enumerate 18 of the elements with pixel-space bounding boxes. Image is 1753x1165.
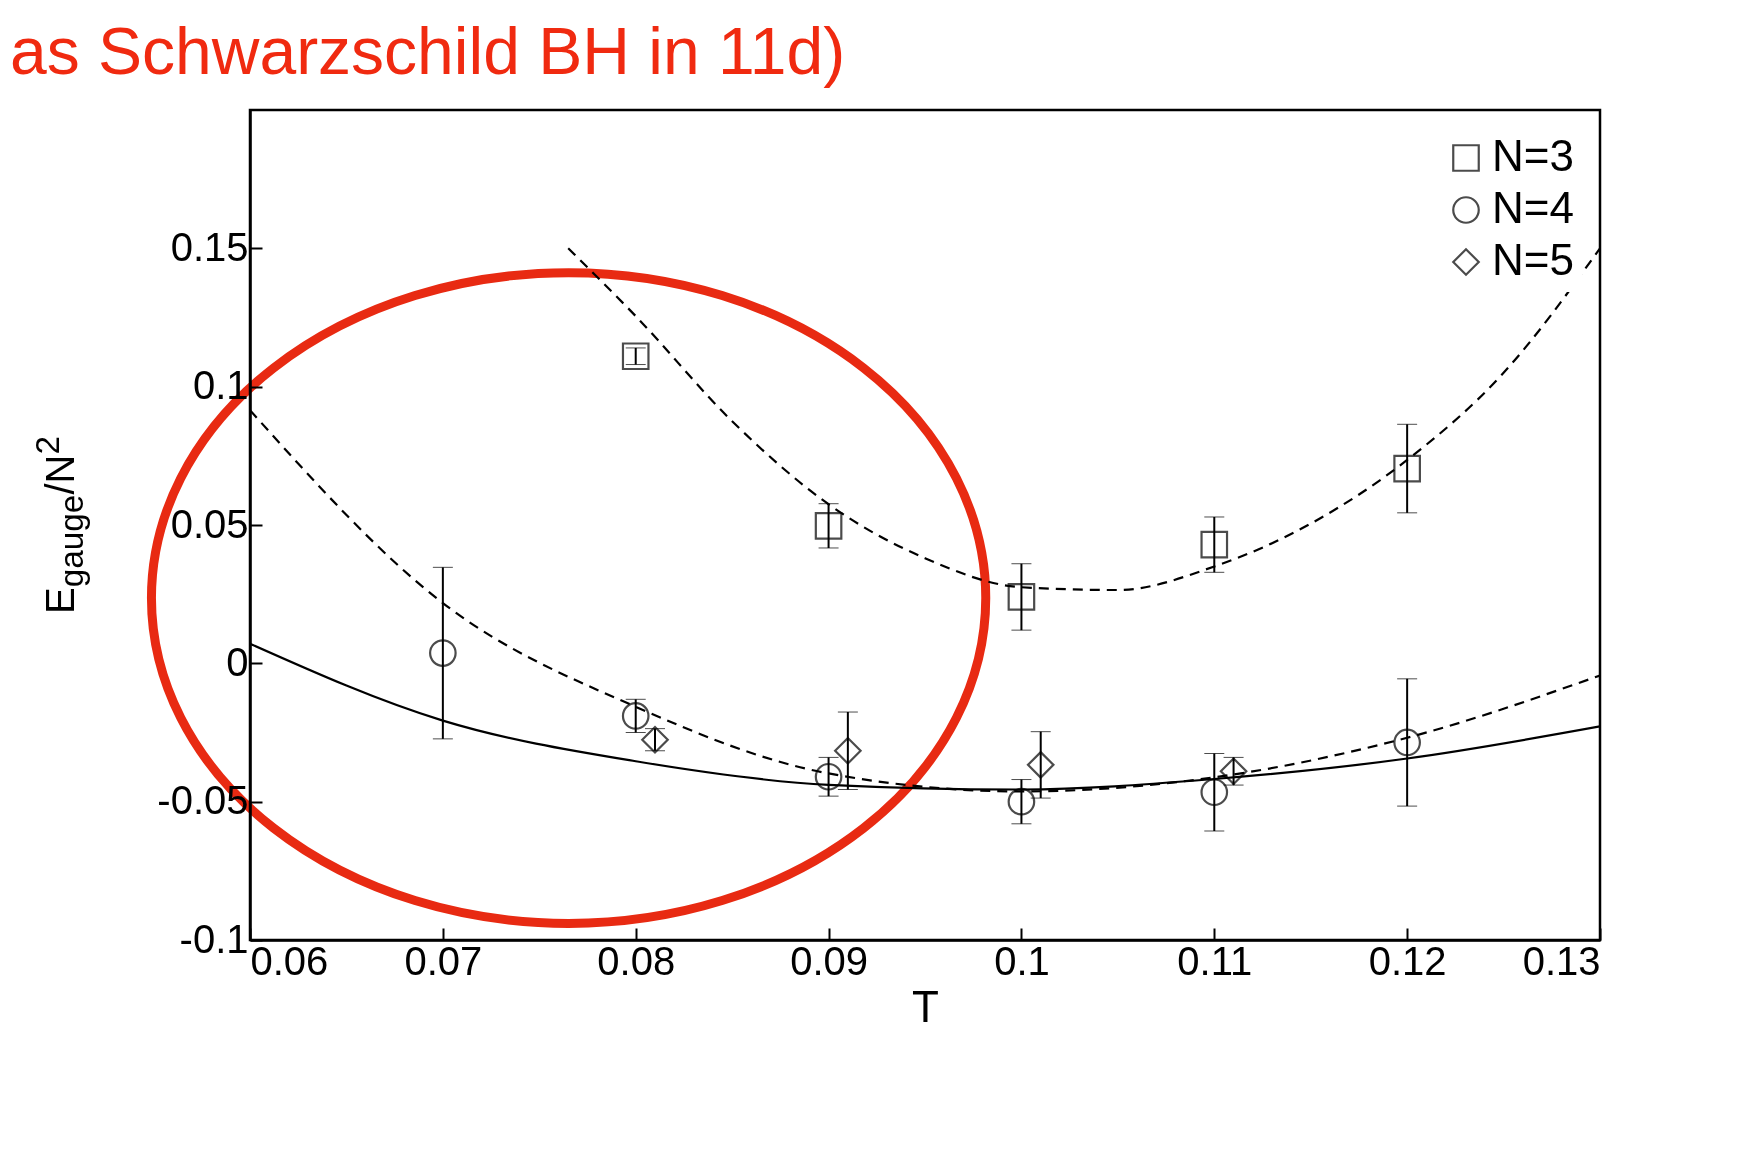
x-tick-label: 0.12 — [1368, 938, 1447, 983]
y-tick-label: -0.1 — [179, 916, 249, 961]
y-tick-label: 0.1 — [192, 363, 249, 408]
x-tick-label: 0.06 — [250, 938, 329, 983]
y-tick-label: 0.15 — [170, 224, 249, 269]
x-tick-label: 0.11 — [1177, 938, 1253, 983]
legend-label: N=4 — [1492, 183, 1574, 232]
legend-label: N=5 — [1492, 235, 1574, 284]
x-tick-label: 0.07 — [404, 938, 483, 983]
chart-title: as Schwarzschild BH in 11d) — [10, 14, 846, 88]
x-tick-label: 0.1 — [994, 938, 1050, 983]
x-tick-label: 0.09 — [790, 938, 868, 983]
y-tick-label: 0.05 — [170, 501, 249, 546]
x-tick-label: 0.13 — [1522, 938, 1601, 983]
x-axis-title: T — [912, 981, 939, 1031]
y-tick-label: 0 — [226, 639, 249, 684]
x-tick-label: 0.08 — [597, 938, 676, 983]
legend-label: N=3 — [1492, 131, 1574, 180]
